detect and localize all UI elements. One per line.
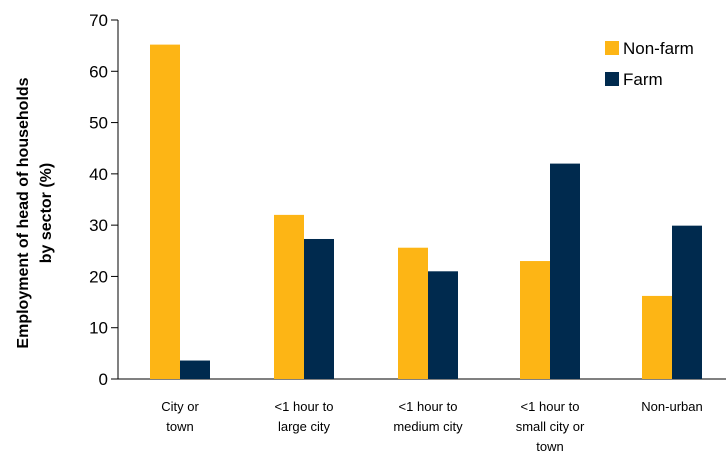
x-category-label-line: <1 hour to xyxy=(275,399,334,414)
bars xyxy=(150,44,702,380)
bar-non-farm xyxy=(150,44,180,380)
y-tick-label: 30 xyxy=(89,216,108,235)
legend-swatch xyxy=(605,72,619,86)
x-category-label-line: City or xyxy=(161,399,199,414)
legend: Non-farm Farm xyxy=(605,39,694,89)
bar-farm xyxy=(672,225,702,379)
bar-farm xyxy=(550,163,580,379)
legend-label: Farm xyxy=(623,70,663,89)
bar-farm xyxy=(304,238,334,379)
y-axis-title-line: by sector (%) xyxy=(38,163,55,263)
y-tick-label: 10 xyxy=(89,319,108,338)
y-axis-title-line: Employment of head of households xyxy=(15,77,32,348)
x-category-label-line: medium city xyxy=(393,419,463,434)
x-category-label: <1 hour to medium city xyxy=(393,399,463,434)
y-axis-title: Employment of head of households by secto… xyxy=(15,77,55,348)
bar-farm xyxy=(180,360,210,379)
legend-label: Non-farm xyxy=(623,39,694,58)
x-category-label: <1 hour to large city xyxy=(275,399,334,434)
legend-swatch xyxy=(605,41,619,55)
y-axis-ticks: 0 10 20 30 40 50 60 70 xyxy=(89,11,118,389)
x-category-label: <1 hour to small city or town xyxy=(516,399,585,454)
x-category-label-line: Non-urban xyxy=(641,399,702,414)
x-category-label: City or town xyxy=(161,399,199,434)
x-category-label-line: <1 hour to xyxy=(399,399,458,414)
bar-farm xyxy=(428,271,458,379)
x-axis-category-labels: City or town<1 hour to large city<1 hour t… xyxy=(161,399,703,454)
y-axis-title-text: Employment of head of households by secto… xyxy=(15,77,55,348)
bar-non-farm xyxy=(642,295,672,379)
bar-non-farm xyxy=(520,261,550,379)
x-category-label-line: large city xyxy=(278,419,331,434)
x-category-label-line: town xyxy=(166,419,193,434)
y-tick-label: 60 xyxy=(89,62,108,81)
x-category-label-line: small city or xyxy=(516,419,585,434)
x-category-label: Non-urban xyxy=(641,399,702,414)
bar-non-farm xyxy=(398,247,428,379)
x-category-label-line: town xyxy=(536,439,563,454)
bar-non-farm xyxy=(274,214,304,379)
x-category-label-line: <1 hour to xyxy=(521,399,580,414)
y-tick-label: 0 xyxy=(99,370,108,389)
y-tick-label: 40 xyxy=(89,165,108,184)
y-tick-label: 70 xyxy=(89,11,108,30)
y-tick-label: 50 xyxy=(89,114,108,133)
y-tick-label: 20 xyxy=(89,267,108,286)
